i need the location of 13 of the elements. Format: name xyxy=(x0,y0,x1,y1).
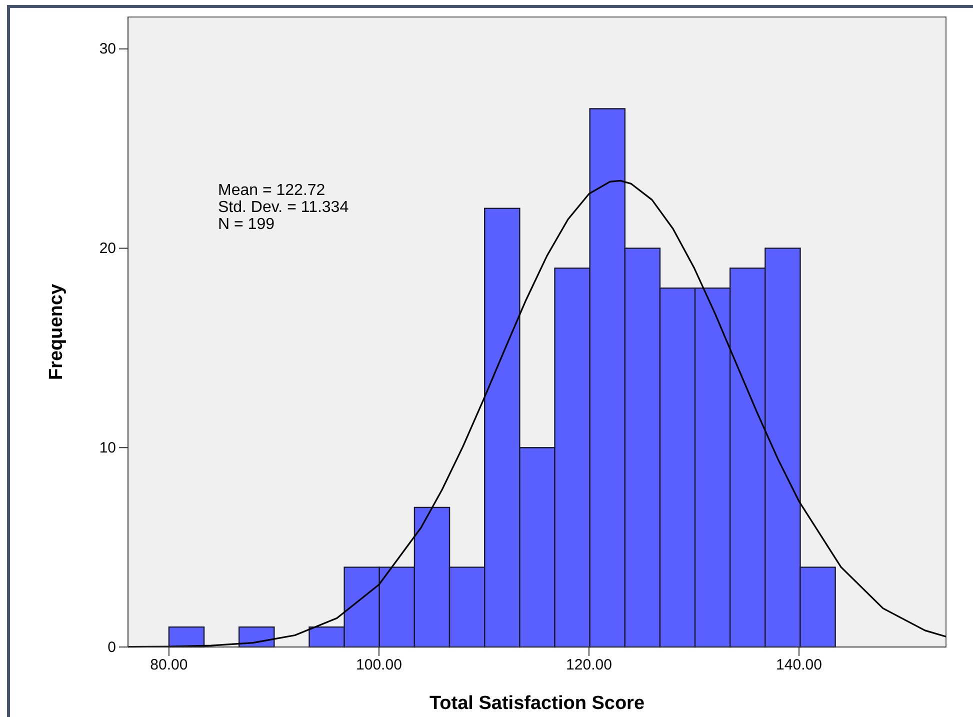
annotation: Std. Dev. = 11.334 xyxy=(218,199,349,216)
x-tick-label: 140.00 xyxy=(776,656,822,674)
x-axis-title: Total Satisfaction Score xyxy=(429,693,645,714)
y-axis-title: Frequency xyxy=(46,284,67,380)
x-tick-label: 100.00 xyxy=(356,656,402,674)
x-tick-label: 120.00 xyxy=(566,656,612,674)
x-tick-label: 80.00 xyxy=(150,656,188,674)
y-tick-label: 30 xyxy=(99,40,116,58)
y-tick-label: 10 xyxy=(99,439,116,456)
y-tick-label: 20 xyxy=(99,240,116,258)
y-tick-label: 0 xyxy=(108,638,116,656)
annotation: Mean = 122.72 xyxy=(218,182,326,199)
annotation: N = 199 xyxy=(218,216,275,233)
